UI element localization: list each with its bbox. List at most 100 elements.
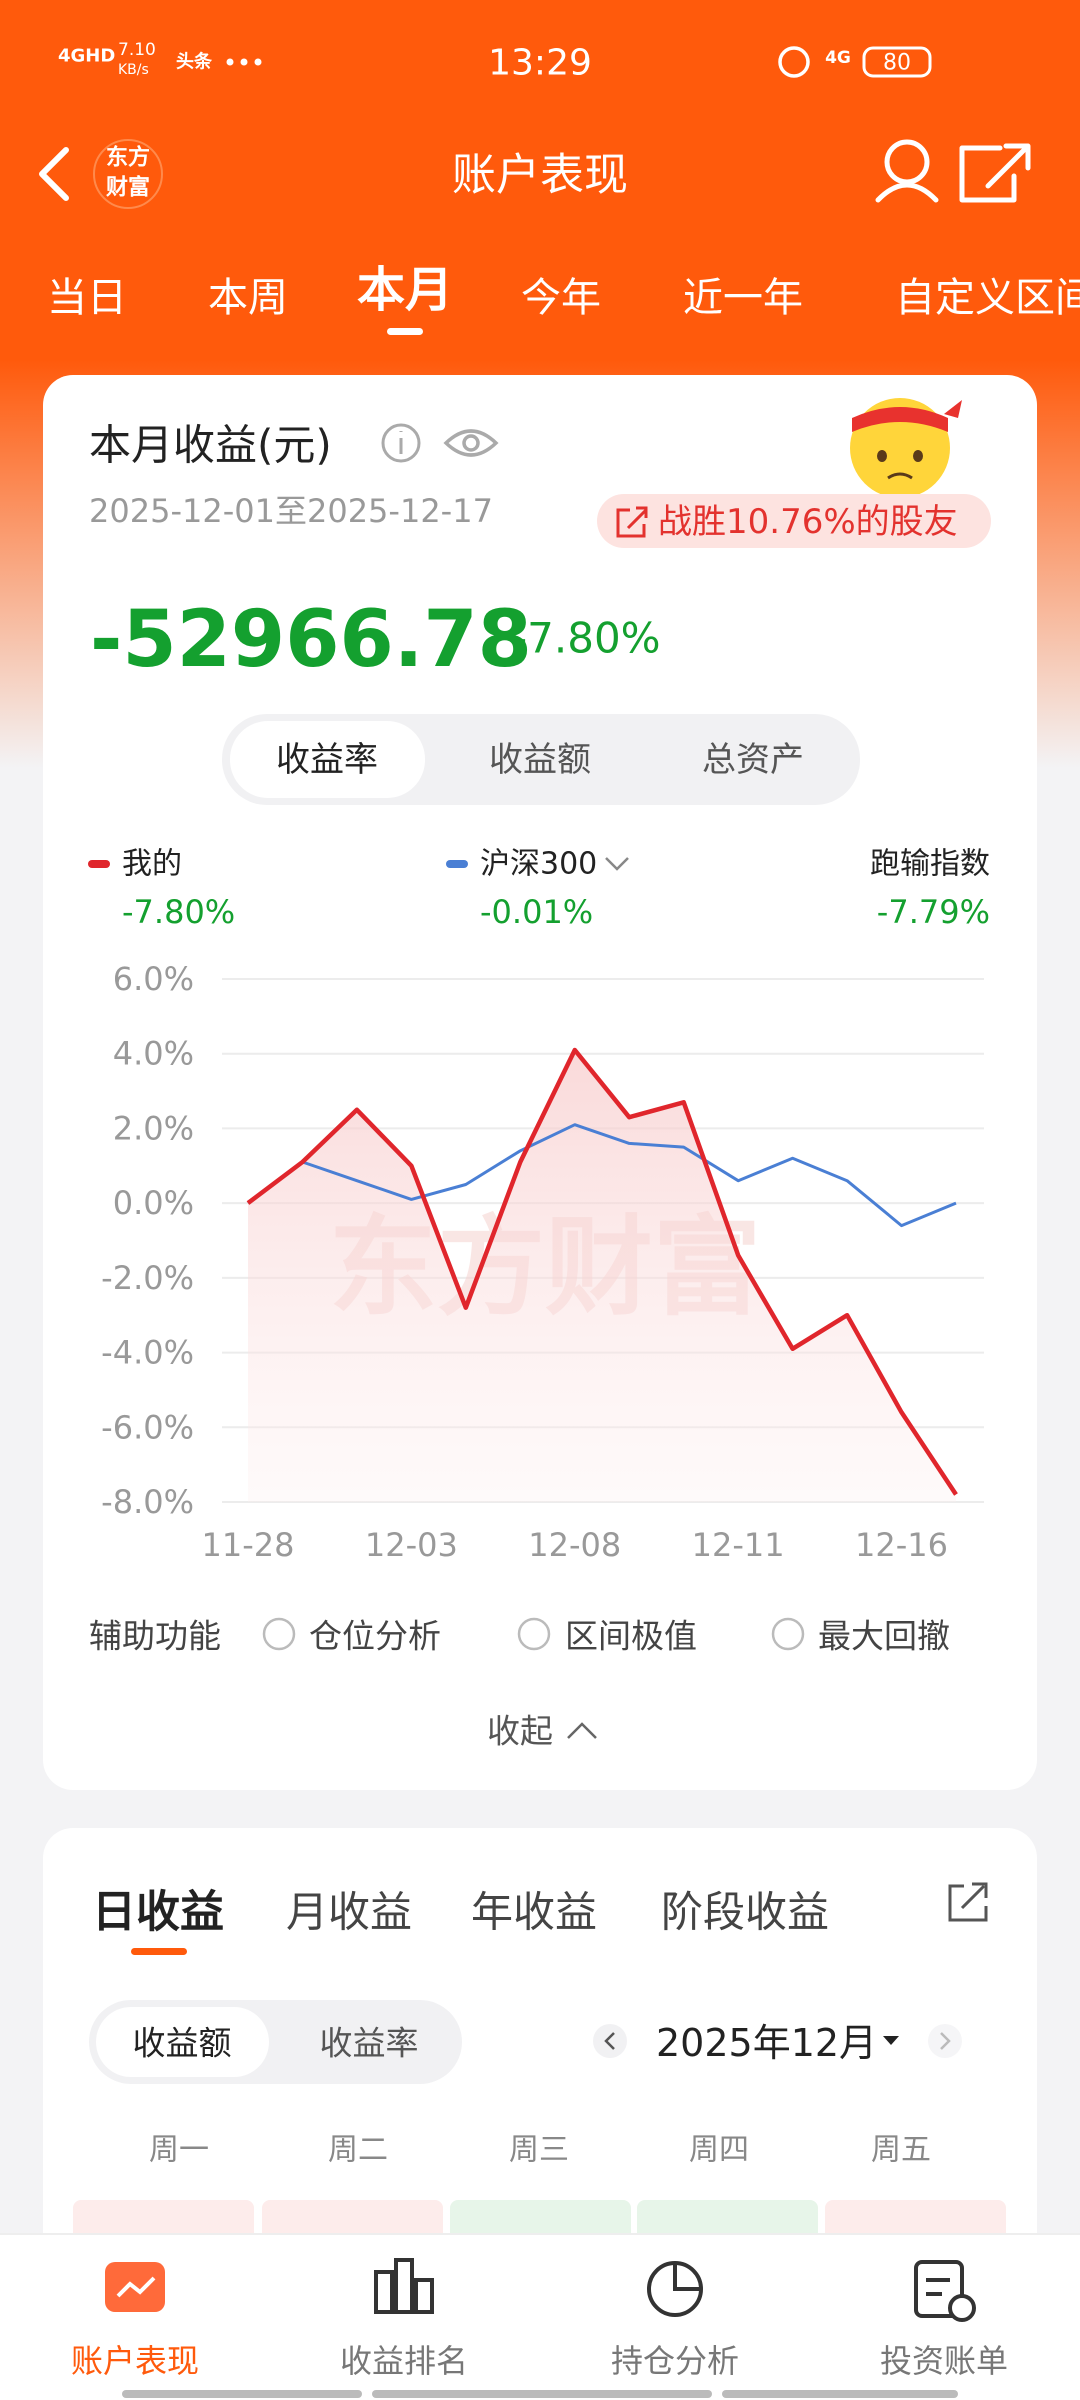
gap-value: -7.79% [877,893,990,931]
y-tick-label: 2.0% [113,1109,194,1147]
period-tabs: 当日 本周 本月 今年 近一年 自定义区间 [47,262,1080,321]
profit-rate: -7.80% [512,614,661,663]
handle [372,2390,712,2398]
profit-amount: -52966.78 [90,595,532,685]
badge-icon [616,506,648,538]
segment[interactable]: 总资产 [702,740,804,780]
bottom-nav [0,2234,1080,2400]
daily-tab[interactable]: 年收益 [471,1888,597,1937]
battery-level: 80 [883,51,911,76]
card [43,375,1037,1790]
segment[interactable]: 收益额 [489,740,591,780]
x-tick-label: 12-16 [855,1526,948,1564]
nav-label[interactable]: 投资账单 [880,2342,1008,2380]
month-caret[interactable] [883,2036,899,2045]
weekday: 周一 [149,2133,209,2168]
period-tab[interactable]: 自定义区间 [895,275,1080,321]
nav-icon[interactable] [374,2258,434,2314]
line [247,1123,957,1228]
period-tab[interactable]: 当日 [47,275,127,321]
radio[interactable] [517,1617,551,1651]
period-tab[interactable]: 本周 [208,275,288,321]
collapse-icon[interactable] [567,1722,597,1739]
aux-option[interactable]: 最大回撤 [818,1617,950,1656]
y-tick-label: 0.0% [113,1184,194,1222]
back-button[interactable] [39,147,69,201]
status-bar: 4GHD 7.10 KB/s 头条 13:29 4G 80 [58,40,932,84]
aux-label: 辅助功能 [89,1617,221,1656]
period-tab[interactable]: 本月 [357,262,453,318]
month[interactable]: 2025年12月 [656,2021,877,2065]
user-icon[interactable] [875,139,939,203]
next-month[interactable] [928,2024,962,2058]
nav-icon[interactable] [647,2261,703,2317]
logo-text: 东方 [106,145,150,171]
weekday: 周五 [871,2133,931,2168]
y-tick-label: -4.0% [101,1334,194,1372]
handle [722,2390,958,2398]
handle [122,2390,362,2398]
daily-tab[interactable]: 阶段收益 [661,1888,829,1937]
aux-option[interactable]: 区间极值 [565,1617,697,1656]
share-icon[interactable] [948,1882,988,1922]
period-tab[interactable]: 近一年 [683,275,803,321]
area [248,1050,956,1502]
nav-label[interactable]: 账户表现 [71,2342,199,2380]
daily-tab[interactable]: 月收益 [286,1888,412,1937]
legend-label[interactable]: 沪深300 [480,847,597,882]
segment[interactable]: 收益额 [133,2024,232,2063]
app-badge: 头条 [176,51,213,73]
daily-tab[interactable]: 日收益 [92,1887,224,1938]
segment[interactable]: 收益率 [276,740,378,780]
dot [254,58,262,66]
weekday: 周四 [689,2133,749,2168]
net: 4G [825,48,851,68]
y-tick-label: -6.0% [101,1408,194,1446]
speed-unit: KB/s [118,62,149,78]
clock: 13:29 [488,43,592,84]
dot [226,58,234,66]
nav-icon[interactable] [914,2260,976,2322]
nav-label[interactable]: 持仓分析 [611,2342,739,2380]
dropdown-icon[interactable] [605,857,629,871]
period-tab[interactable]: 今年 [521,275,601,321]
badge[interactable] [597,494,991,548]
tab-indicator [131,1948,187,1955]
radio[interactable] [262,1617,296,1651]
page-title: 账户表现 [452,150,628,201]
y-tick-label: 4.0% [113,1035,194,1073]
radio[interactable] [771,1617,805,1651]
line [246,1047,958,1496]
signal: 4GHD [58,46,115,67]
prev-icon [604,2032,615,2050]
badge-text: 战胜10.76%的股友 [658,502,958,542]
y-tick-label: -8.0% [101,1483,194,1521]
logo-text: 财富 [106,175,150,201]
alarm-icon [778,46,810,78]
dot [240,58,248,66]
y-tick-label: -2.0% [101,1259,194,1297]
x-tick-label: 12-11 [692,1526,785,1564]
segment-selected [96,2007,269,2077]
eye-icon[interactable] [443,429,499,457]
share-icon[interactable] [959,143,1031,203]
next-icon [940,2032,951,2050]
legend-swatch [88,860,110,868]
prev-month[interactable] [593,2024,627,2058]
info-icon[interactable] [381,423,421,463]
weekday: 周二 [328,2133,388,2168]
y-tick-label: 6.0% [113,960,194,998]
logo [93,139,163,209]
speed: 7.10 [118,40,156,60]
x-tick-label: 12-08 [528,1526,621,1564]
nav-icon[interactable] [105,2262,165,2312]
collapse[interactable]: 收起 [487,1712,553,1751]
card-title: 本月收益(元) [89,421,332,470]
aux-option[interactable]: 仓位分析 [309,1617,441,1656]
nav-label[interactable]: 收益排名 [340,2342,468,2380]
segment[interactable]: 收益率 [320,2024,419,2063]
legend-swatch [446,860,468,868]
